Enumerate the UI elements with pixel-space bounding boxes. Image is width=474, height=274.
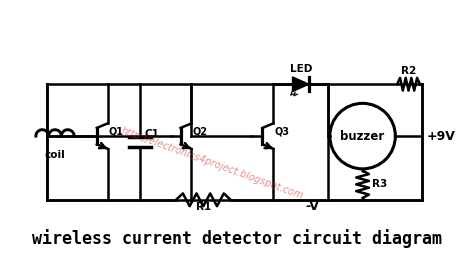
- Text: R2: R2: [401, 66, 416, 76]
- Text: LED: LED: [290, 64, 312, 74]
- Text: Q3: Q3: [274, 126, 289, 136]
- Text: Q1: Q1: [109, 126, 124, 136]
- Text: R1: R1: [196, 202, 211, 212]
- Text: http://electronics4project.blogspot.com: http://electronics4project.blogspot.com: [120, 125, 305, 201]
- Polygon shape: [292, 77, 309, 92]
- Text: buzzer: buzzer: [340, 130, 385, 142]
- Text: wireless current detector circuit diagram: wireless current detector circuit diagra…: [32, 229, 442, 248]
- Text: R3: R3: [372, 179, 387, 189]
- Text: C1: C1: [144, 129, 159, 139]
- Text: Q2: Q2: [192, 126, 208, 136]
- Text: coil: coil: [45, 150, 65, 160]
- Text: +9V: +9V: [426, 130, 455, 142]
- Text: -V: -V: [306, 200, 319, 213]
